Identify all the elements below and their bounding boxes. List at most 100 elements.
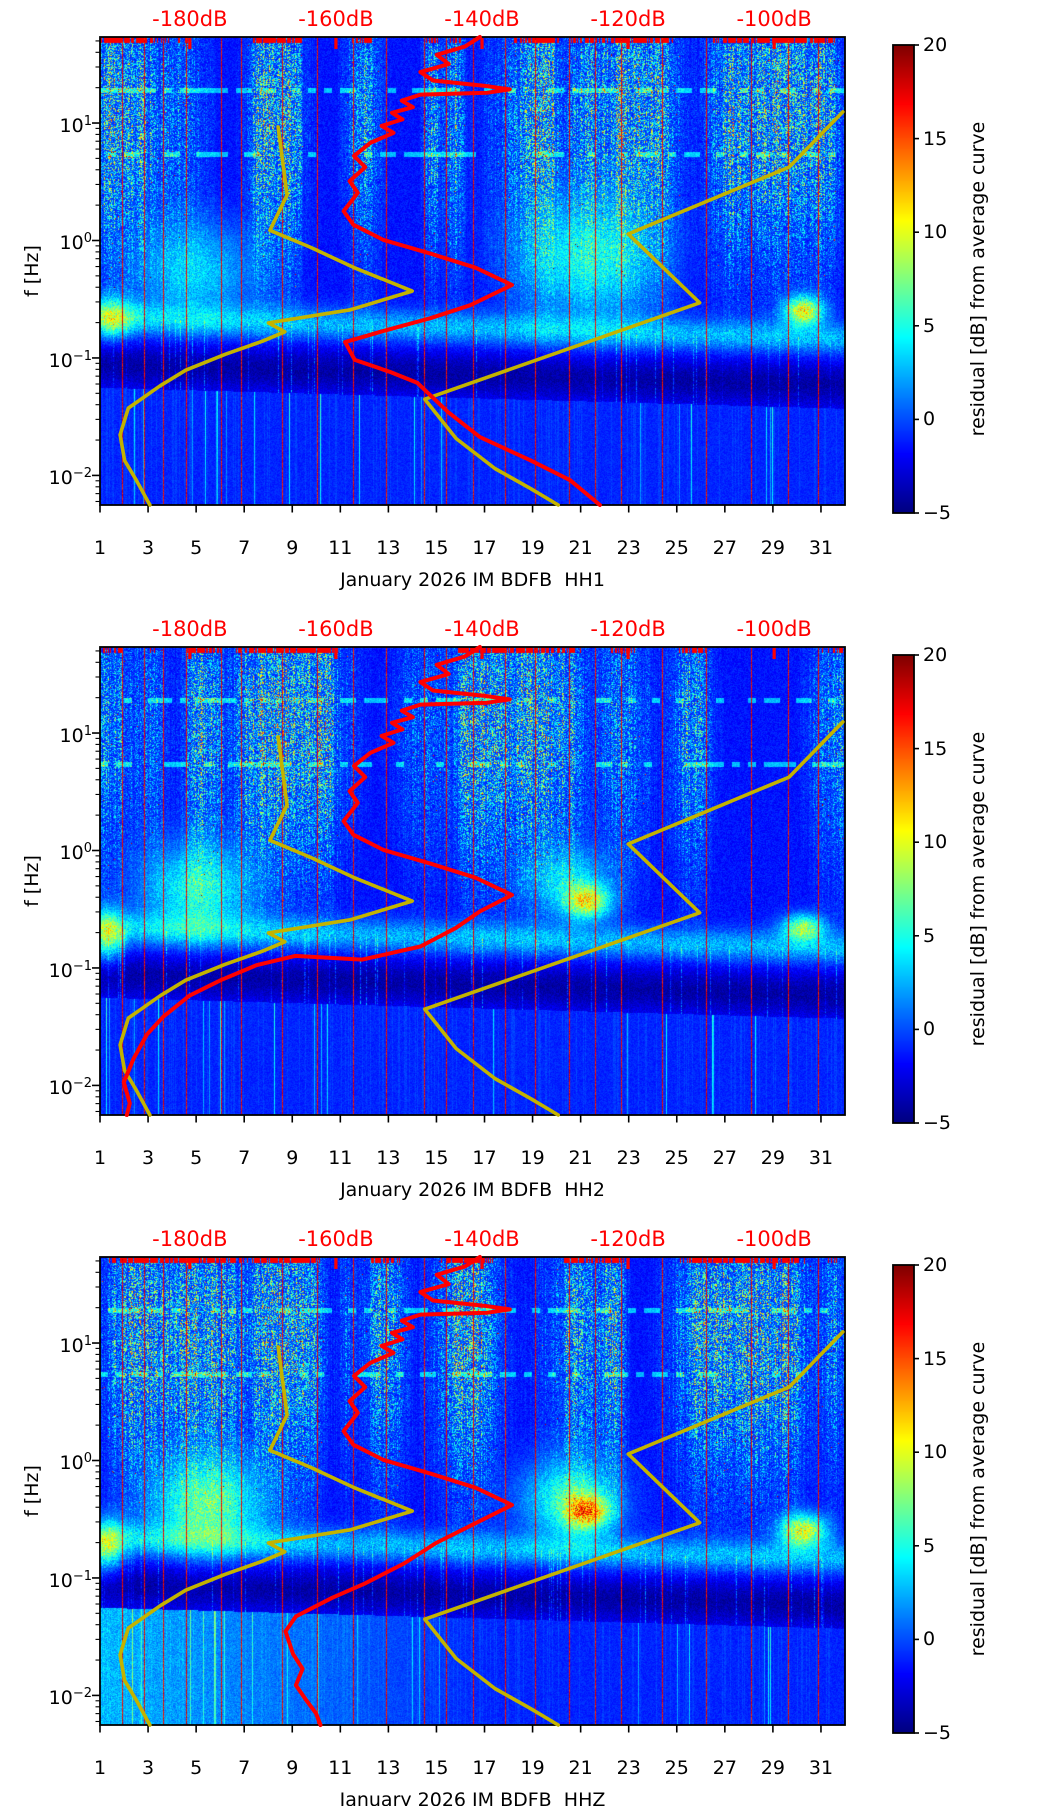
- colorbar-tick-label: 20: [923, 644, 948, 666]
- y-tick-exponent: 0: [83, 231, 92, 247]
- y-tick-base: 10: [59, 842, 84, 865]
- x-tick-label: 11: [328, 1757, 353, 1779]
- y-tick-exponent: −1: [72, 1568, 92, 1584]
- y-tick-base: 10: [48, 1569, 73, 1592]
- top-axis-db-label: -140dB: [444, 1227, 520, 1251]
- colorbar-tick-label: −5: [923, 502, 952, 524]
- top-axis-db-label: -100dB: [736, 617, 812, 641]
- y-tick-base: 10: [48, 1077, 73, 1100]
- y-tick-label: 101: [16, 720, 92, 748]
- y-tick-label: 10−1: [16, 1565, 92, 1593]
- x-tick-label: 9: [286, 537, 299, 559]
- x-tick-label: 21: [568, 1147, 593, 1169]
- colorbar-tick-label: 10: [923, 1441, 948, 1464]
- y-tick-exponent: 1: [83, 1334, 92, 1350]
- x-tick-label: 29: [760, 1757, 785, 1779]
- spectrogram-canvas-HH2: [100, 647, 845, 1115]
- x-tick-label: 13: [376, 1757, 401, 1779]
- x-tick-label: 3: [142, 537, 155, 559]
- top-axis-db-label: -160dB: [298, 617, 374, 641]
- y-tick-exponent: 1: [83, 114, 92, 130]
- y-axis-label: f [Hz]: [21, 855, 43, 907]
- top-axis-db-label: -120dB: [590, 7, 666, 31]
- y-tick-label: 100: [16, 227, 92, 255]
- x-tick-label: 5: [190, 537, 203, 559]
- x-tick-label: 1: [93, 537, 107, 559]
- x-tick-label: 7: [238, 1147, 251, 1169]
- y-tick-base: 10: [48, 467, 73, 490]
- x-tick-label: 25: [664, 1147, 689, 1169]
- colorbar-tick-label: −5: [923, 1112, 952, 1134]
- y-axis-label: f [Hz]: [21, 245, 43, 297]
- y-tick-label: 100: [16, 1447, 92, 1475]
- colorbar-label: residual [dB] from average curve: [967, 1341, 989, 1657]
- x-tick-label: 17: [472, 537, 497, 559]
- top-axis-db-label: -120dB: [590, 617, 666, 641]
- y-axis-label: f [Hz]: [21, 1465, 43, 1517]
- x-tick-label: 9: [286, 1757, 299, 1779]
- colorbar-tick-label: 0: [923, 1628, 936, 1651]
- x-tick-label: 27: [712, 537, 737, 559]
- x-tick-label: 7: [238, 537, 251, 559]
- x-tick-label: 3: [142, 1147, 155, 1169]
- x-tick-label: 15: [424, 1757, 449, 1779]
- y-tick-label: 101: [16, 110, 92, 138]
- x-tick-label: 5: [190, 1757, 203, 1779]
- x-tick-label: 23: [616, 537, 641, 559]
- x-tick-label: 19: [520, 537, 545, 559]
- x-tick-label: 29: [760, 1147, 785, 1169]
- y-tick-exponent: −2: [72, 1076, 92, 1092]
- y-tick-label: 10−2: [16, 462, 92, 490]
- x-tick-label: 1: [93, 1757, 107, 1779]
- y-tick-exponent: −1: [72, 958, 92, 974]
- x-tick-label: 11: [328, 537, 353, 559]
- y-tick-base: 10: [59, 232, 84, 255]
- y-tick-base: 10: [59, 1452, 84, 1475]
- colorbar-tick-label: 15: [923, 127, 948, 150]
- y-tick-exponent: −2: [72, 1686, 92, 1702]
- x-tick-label: 15: [424, 537, 449, 559]
- y-tick-exponent: 0: [83, 1451, 92, 1467]
- colorbar-tick-label: −5: [923, 1722, 952, 1744]
- x-tick-label: 23: [616, 1147, 641, 1169]
- colorbar-gradient-HHZ: [893, 1265, 914, 1733]
- top-axis-db-label: -140dB: [444, 617, 520, 641]
- colorbar-tick-label: 10: [923, 831, 948, 854]
- y-tick-label: 10−2: [16, 1072, 92, 1100]
- x-tick-label: 13: [376, 1147, 401, 1169]
- y-tick-label: 10−2: [16, 1682, 92, 1710]
- panel-title-HH1: January 2026 IM BDFB HH1: [340, 569, 605, 591]
- x-tick-label: 21: [568, 537, 593, 559]
- y-tick-exponent: −1: [72, 348, 92, 364]
- x-tick-label: 11: [328, 1147, 353, 1169]
- y-tick-base: 10: [59, 115, 84, 138]
- y-tick-exponent: 0: [83, 841, 92, 857]
- top-axis-db-label: -140dB: [444, 7, 520, 31]
- colorbar-tick-label: 5: [923, 1534, 936, 1557]
- x-tick-label: 31: [808, 1757, 834, 1779]
- panel-title-HHZ: January 2026 IM BDFB HHZ: [339, 1789, 606, 1806]
- y-tick-base: 10: [59, 1335, 84, 1358]
- x-tick-label: 3: [142, 1757, 155, 1779]
- y-tick-base: 10: [48, 959, 73, 982]
- x-tick-label: 19: [520, 1757, 545, 1779]
- y-tick-label: 101: [16, 1330, 92, 1358]
- y-tick-base: 10: [48, 1687, 73, 1710]
- x-tick-label: 23: [616, 1757, 641, 1779]
- top-axis-db-label: -180dB: [152, 7, 228, 31]
- colorbar-tick-label: 20: [923, 34, 948, 56]
- x-tick-label: 31: [808, 537, 834, 559]
- y-tick-label: 10−1: [16, 955, 92, 983]
- colorbar-gradient-HH2: [893, 655, 914, 1123]
- x-tick-label: 5: [190, 1147, 203, 1169]
- colorbar-tick-label: 0: [923, 1018, 936, 1041]
- y-tick-exponent: −2: [72, 466, 92, 482]
- x-tick-label: 21: [568, 1757, 593, 1779]
- colorbar-tick-label: 10: [923, 221, 948, 244]
- colorbar-label: residual [dB] from average curve: [967, 121, 989, 437]
- colorbar-label: residual [dB] from average curve: [967, 731, 989, 1047]
- panel-title-HH2: January 2026 IM BDFB HH2: [340, 1179, 605, 1201]
- spectrogram-canvas-HHZ: [100, 1257, 845, 1725]
- x-tick-label: 7: [238, 1757, 251, 1779]
- top-axis-db-label: -160dB: [298, 7, 374, 31]
